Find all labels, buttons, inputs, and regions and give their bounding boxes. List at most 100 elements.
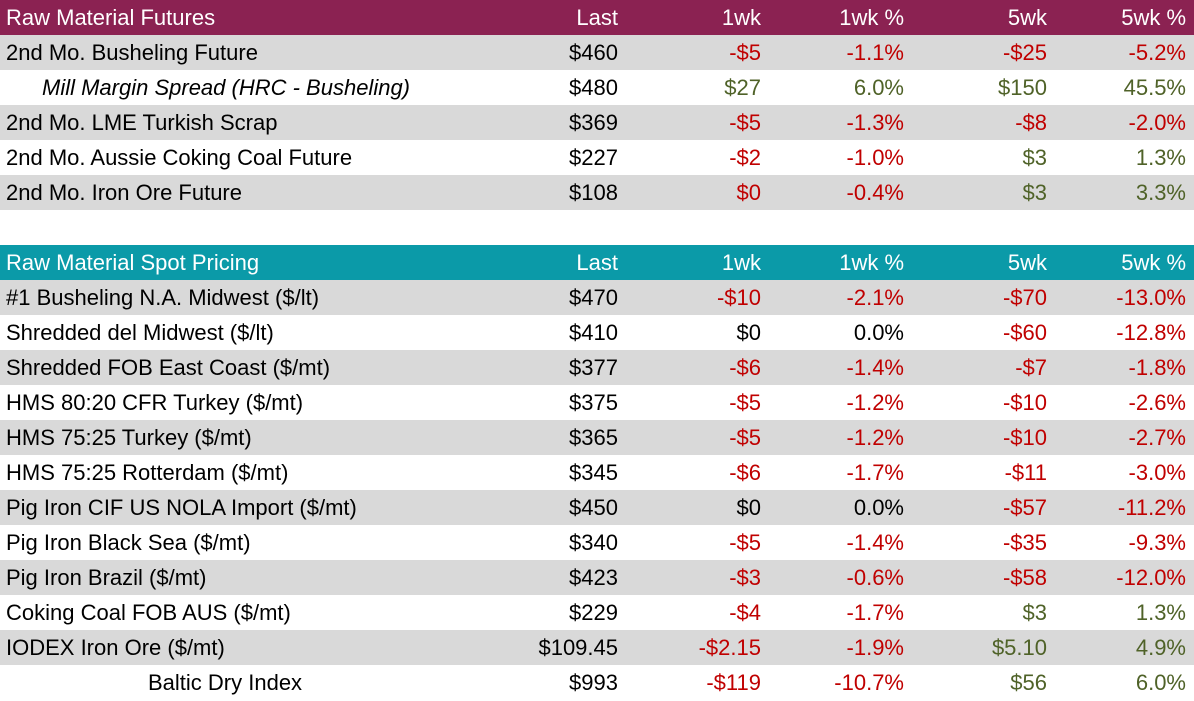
row-last: $109.45: [538, 635, 618, 660]
row-1wk: -$119: [706, 670, 761, 695]
row-5wk: $150: [998, 75, 1047, 100]
row-1wk: -$6: [729, 355, 761, 380]
row-last: $345: [569, 460, 618, 485]
row-5wk: -$10: [1002, 390, 1047, 415]
spot-header-row: Raw Material Spot Pricing Last 1wk 1wk %…: [0, 245, 1194, 280]
row-1wk-pct: -1.2%: [846, 425, 904, 450]
spot-header-last: Last: [576, 250, 618, 275]
row-1wk-pct: -2.1%: [846, 285, 904, 310]
futures-header-1wk-pct: 1wk %: [839, 5, 904, 30]
row-5wk-pct: 1.3%: [1135, 145, 1186, 170]
row-last: $340: [569, 530, 618, 555]
row-name: 2nd Mo. LME Turkish Scrap: [6, 110, 278, 135]
table-row: HMS 75:25 Rotterdam ($/mt) $345 -$6 -1.7% -$…: [0, 455, 1194, 490]
row-name: Baltic Dry Index: [148, 670, 303, 695]
spot-header-1wk: 1wk: [721, 250, 761, 275]
row-1wk: -$10: [716, 285, 761, 310]
row-1wk-pct: -1.0%: [846, 145, 904, 170]
futures-header-row: Raw Material Futures Last 1wk 1wk % 5wk …: [0, 0, 1194, 35]
futures-header-5wk-pct: 5wk %: [1121, 5, 1186, 30]
row-5wk-pct: -12.0%: [1116, 565, 1186, 590]
row-1wk: -$5: [729, 390, 761, 415]
row-1wk-pct: -1.2%: [846, 390, 904, 415]
row-5wk: -$8: [1015, 110, 1047, 135]
row-1wk-pct: -0.4%: [846, 180, 904, 205]
spot-body: #1 Busheling N.A. Midwest ($/lt) $470 -$10…: [0, 280, 1194, 700]
row-name: Pig Iron Brazil ($/mt): [6, 565, 207, 590]
spot-header-name: Raw Material Spot Pricing: [6, 250, 260, 275]
row-1wk: -$5: [729, 530, 761, 555]
spot-header-1wk-pct: 1wk %: [839, 250, 904, 275]
table-row: 2nd Mo. Busheling Future $460 -$5 -1.1% -$25…: [0, 35, 1194, 70]
row-1wk-pct: -1.3%: [846, 110, 904, 135]
table-row: HMS 80:20 CFR Turkey ($/mt) $375 -$5 -1.2% -…: [0, 385, 1194, 420]
table-row: Coking Coal FOB AUS ($/mt) $229 -$4 -1.7% $3…: [0, 595, 1194, 630]
row-5wk: $56: [1010, 670, 1047, 695]
row-1wk: -$5: [729, 40, 761, 65]
row-last: $375: [569, 390, 618, 415]
table-row: Pig Iron Brazil ($/mt) $423 -$3 -0.6% -$58 -1…: [0, 560, 1194, 595]
row-1wk: $0: [736, 495, 761, 520]
section-spacer: [0, 210, 1194, 245]
row-5wk: -$60: [1002, 320, 1047, 345]
row-5wk: -$25: [1002, 40, 1047, 65]
row-name: HMS 75:25 Turkey ($/mt): [6, 425, 252, 450]
row-1wk: $27: [724, 75, 761, 100]
row-5wk-pct: 6.0%: [1135, 670, 1186, 695]
row-5wk-pct: 4.9%: [1135, 635, 1186, 660]
row-1wk: -$5: [729, 425, 761, 450]
row-name: 2nd Mo. Aussie Coking Coal Future: [6, 145, 353, 170]
table-row: Pig Iron Black Sea ($/mt) $340 -$5 -1.4% -$3…: [0, 525, 1194, 560]
row-last: $470: [569, 285, 618, 310]
row-name: Shredded FOB East Coast ($/mt): [6, 355, 331, 380]
row-5wk: -$70: [1002, 285, 1047, 310]
row-1wk-pct: -0.6%: [846, 565, 904, 590]
row-5wk: -$58: [1002, 565, 1047, 590]
row-5wk-pct: 3.3%: [1135, 180, 1186, 205]
table-row: Pig Iron CIF US NOLA Import ($/mt) $450 $0…: [0, 490, 1194, 525]
row-name: HMS 80:20 CFR Turkey ($/mt): [6, 390, 304, 415]
row-last: $227: [569, 145, 618, 170]
row-1wk-pct: -1.7%: [846, 460, 904, 485]
row-5wk-pct: -3.0%: [1128, 460, 1186, 485]
row-name: Coking Coal FOB AUS ($/mt): [6, 600, 291, 625]
row-1wk: $0: [736, 180, 761, 205]
table-row: Mill Margin Spread (HRC - Busheling) $480…: [0, 70, 1194, 105]
row-name: 2nd Mo. Iron Ore Future: [6, 180, 242, 205]
row-name: Pig Iron Black Sea ($/mt): [6, 530, 251, 555]
table-row: HMS 75:25 Turkey ($/mt) $365 -$5 -1.2% -$10 -…: [0, 420, 1194, 455]
row-5wk-pct: 1.3%: [1135, 600, 1186, 625]
row-5wk-pct: -5.2%: [1128, 40, 1186, 65]
row-1wk-pct: -1.1%: [846, 40, 904, 65]
row-5wk: $3: [1022, 180, 1047, 205]
row-last: $450: [569, 495, 618, 520]
row-name: 2nd Mo. Busheling Future: [6, 40, 258, 65]
row-name: Shredded del Midwest ($/lt): [6, 320, 274, 345]
table-row: 2nd Mo. LME Turkish Scrap $369 -$5 -1.3% -$8…: [0, 105, 1194, 140]
row-1wk-pct: -1.7%: [846, 600, 904, 625]
row-last: $369: [569, 110, 618, 135]
row-1wk-pct: 0.0%: [853, 320, 904, 345]
row-5wk: -$10: [1002, 425, 1047, 450]
futures-body: 2nd Mo. Busheling Future $460 -$5 -1.1% -$25…: [0, 35, 1194, 210]
row-last: $365: [569, 425, 618, 450]
table-row: Shredded del Midwest ($/lt) $410 $0 0.0% -$6…: [0, 315, 1194, 350]
row-5wk-pct: -1.8%: [1128, 355, 1186, 380]
row-last: $410: [569, 320, 618, 345]
row-last: $460: [569, 40, 618, 65]
row-name: IODEX Iron Ore ($/mt): [6, 635, 225, 660]
row-5wk-pct: -13.0%: [1116, 285, 1186, 310]
row-5wk-pct: -9.3%: [1128, 530, 1186, 555]
row-last: $108: [569, 180, 618, 205]
row-name: #1 Busheling N.A. Midwest ($/lt): [6, 285, 320, 310]
table-row: Shredded FOB East Coast ($/mt) $377 -$6 -1.…: [0, 350, 1194, 385]
futures-header-last: Last: [576, 5, 618, 30]
row-1wk-pct: 0.0%: [853, 495, 904, 520]
table-row: #1 Busheling N.A. Midwest ($/lt) $470 -$10…: [0, 280, 1194, 315]
row-1wk-pct: -10.7%: [834, 670, 904, 695]
row-last: $377: [569, 355, 618, 380]
row-1wk: -$2: [729, 145, 761, 170]
row-5wk-pct: 45.5%: [1123, 75, 1186, 100]
row-5wk-pct: -11.2%: [1117, 495, 1186, 520]
spot-header-5wk: 5wk: [1007, 250, 1047, 275]
